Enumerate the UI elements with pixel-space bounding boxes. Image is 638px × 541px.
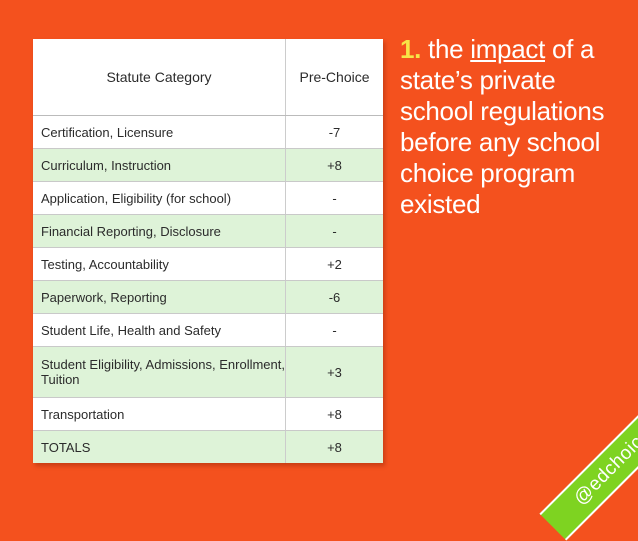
table-row: Student Life, Health and Safety - bbox=[33, 313, 383, 347]
header-statute-category: Statute Category bbox=[33, 39, 286, 116]
table-row: Application, Eligibility (for school) - bbox=[33, 181, 383, 215]
row-category: Financial Reporting, Disclosure bbox=[33, 214, 286, 248]
statute-table: Statute Category Pre-Choice Certificatio… bbox=[33, 39, 383, 463]
table-row: Student Eligibility, Admissions, Enrollm… bbox=[33, 346, 383, 398]
row-pre-choice-value: - bbox=[285, 214, 383, 248]
row-pre-choice-value: -7 bbox=[285, 115, 383, 149]
row-pre-choice-value: +2 bbox=[285, 247, 383, 281]
row-pre-choice-value: - bbox=[285, 313, 383, 347]
caption-impact-link[interactable]: impact bbox=[470, 34, 545, 64]
table-row: Certification, Licensure -7 bbox=[33, 115, 383, 149]
row-pre-choice-value: - bbox=[285, 181, 383, 215]
totals-value: +8 bbox=[285, 430, 383, 463]
row-category: Testing, Accountability bbox=[33, 247, 286, 281]
table-row: Financial Reporting, Disclosure - bbox=[33, 214, 383, 248]
caption-lead: the bbox=[428, 34, 464, 64]
table-row: Transportation +8 bbox=[33, 397, 383, 431]
table-header-row: Statute Category Pre-Choice bbox=[33, 39, 383, 116]
row-category: Certification, Licensure bbox=[33, 115, 286, 149]
row-category: Curriculum, Instruction bbox=[33, 148, 286, 182]
statute-table-panel: Statute Category Pre-Choice Certificatio… bbox=[33, 39, 383, 463]
header-pre-choice: Pre-Choice bbox=[285, 39, 383, 116]
row-category: Paperwork, Reporting bbox=[33, 280, 286, 314]
table-row: Curriculum, Instruction +8 bbox=[33, 148, 383, 182]
row-category: Application, Eligibility (for school) bbox=[33, 181, 286, 215]
totals-label: TOTALS bbox=[33, 430, 286, 463]
edchoice-corner-ribbon: @edchoice bbox=[539, 393, 638, 541]
totals-row: TOTALS +8 bbox=[33, 430, 383, 463]
row-category: Transportation bbox=[33, 397, 286, 431]
row-category: Student Eligibility, Admissions, Enrollm… bbox=[33, 346, 286, 398]
caption-number: 1. bbox=[400, 34, 422, 64]
table-row: Testing, Accountability +2 bbox=[33, 247, 383, 281]
row-pre-choice-value: +8 bbox=[285, 397, 383, 431]
row-pre-choice-value: -6 bbox=[285, 280, 383, 314]
row-category: Student Life, Health and Safety bbox=[33, 313, 286, 347]
table-row: Paperwork, Reporting -6 bbox=[33, 280, 383, 314]
row-pre-choice-value: +3 bbox=[285, 346, 383, 398]
row-pre-choice-value: +8 bbox=[285, 148, 383, 182]
ribbon-handle: @edchoice bbox=[569, 423, 638, 510]
caption-text: 1. the impact of a state’s private schoo… bbox=[400, 34, 630, 220]
caption-rest: of a state’s private school regulations … bbox=[400, 34, 605, 219]
